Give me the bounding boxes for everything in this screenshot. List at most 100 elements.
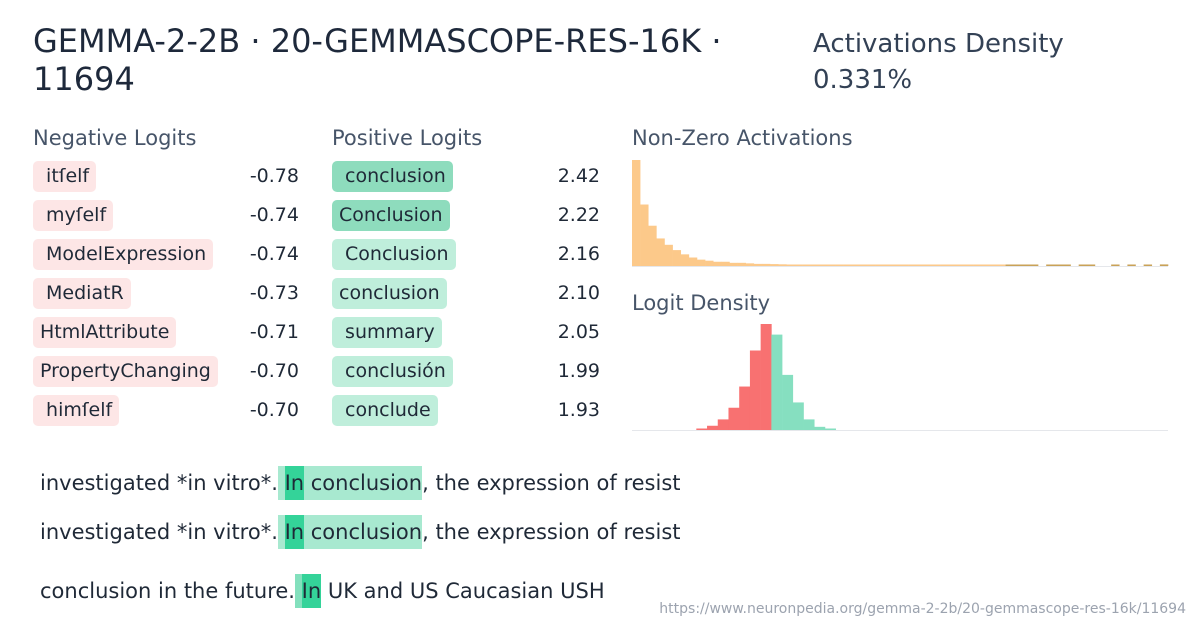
activation-histogram-bar (664, 244, 673, 266)
logit-density-bar (717, 419, 729, 430)
activation-histogram-bar (948, 264, 958, 266)
activation-histogram-bar (1062, 264, 1071, 266)
positive-logit-token: Conclusion (332, 200, 450, 231)
activation-histogram-bar (705, 260, 714, 266)
positive-logit-token: summary (332, 317, 442, 348)
logit-density-bar (707, 425, 719, 430)
logit-density-bar (782, 374, 794, 430)
activation-histogram-bar (867, 264, 876, 266)
activation-histogram-bar (981, 264, 990, 266)
negative-logit-token: myſelf (33, 200, 114, 231)
positive-logit-token: conclusion (332, 161, 453, 192)
activation-histogram-bar (891, 264, 901, 266)
activation-histogram-bar (924, 264, 933, 266)
activation-histogram-bar (940, 264, 950, 266)
activation-histogram-bar (932, 264, 941, 266)
negative-logit-token: itſelf (33, 161, 97, 192)
activation-histogram-bar (1127, 264, 1136, 266)
activation-histogram-bar (680, 254, 690, 266)
logit-density-bar (792, 402, 804, 430)
logit-density-bar (728, 407, 740, 430)
activation-histogram-bar (989, 264, 998, 266)
logit-density-bar (749, 350, 761, 430)
activation-histogram-bar (753, 263, 763, 266)
activation-histogram-bar (843, 264, 852, 266)
activation-histogram-bar (900, 264, 909, 266)
source-url[interactable]: https://www.neuronpedia.org/gemma-2-2b/2… (659, 601, 1186, 617)
logit-density-bar (814, 426, 826, 430)
example-text-before: investigated *in vitro*. (40, 471, 278, 495)
activation-histogram-bar (997, 264, 1006, 266)
logit-density-bar (739, 386, 751, 430)
negative-logit-token: PropertyChanging (33, 356, 218, 387)
negative-logit-row: MediatR -0.73 (33, 275, 303, 314)
activation-histogram-bar (648, 225, 657, 266)
negative-logit-token: himſelf (33, 395, 120, 426)
activation-histogram-bar (737, 262, 746, 266)
activation-histogram-bar (713, 261, 722, 266)
example-token-max: In (301, 574, 322, 608)
example-text-before: investigated *in vitro*. (40, 520, 278, 544)
nonzero-activations-histogram (632, 160, 1169, 267)
positive-logit-row: Conclusion 2.22 (332, 197, 602, 236)
activation-histogram-bar (1013, 264, 1023, 266)
activation-histogram-bar (916, 264, 925, 266)
activation-histogram-bar (761, 263, 771, 266)
negative-logits-title: Negative Logits (33, 126, 197, 150)
positive-logit-value: 1.93 (557, 399, 600, 421)
positive-logit-value: 1.99 (557, 360, 600, 382)
activation-histogram-bar (729, 262, 738, 266)
negative-logit-value: -0.70 (249, 360, 299, 382)
logit-density-bar (771, 334, 783, 430)
negative-logit-value: -0.78 (249, 165, 299, 187)
activation-histogram-bar (883, 264, 893, 266)
activation-histogram-bar (1159, 264, 1169, 266)
example-text-after: , the expression of resist (422, 471, 681, 495)
activation-histogram-bar (956, 264, 966, 266)
negative-logit-value: -0.73 (249, 282, 299, 304)
example-token (294, 574, 302, 608)
activation-histogram-bar (1078, 264, 1088, 266)
activation-histogram-bar (640, 204, 649, 266)
negative-logit-token: HtmlAttribute (33, 317, 177, 348)
example-text-after: UK and US Caucasian USH (321, 579, 605, 603)
activation-histogram-bar (1005, 264, 1014, 266)
activation-histogram-bar (973, 264, 982, 266)
positive-logit-row: Conclusion 2.16 (332, 236, 602, 275)
activation-histogram-bar (1021, 264, 1031, 266)
negative-logit-row: HtmlAttribute -0.71 (33, 314, 303, 353)
positive-logit-row: conclusion 2.10 (332, 275, 602, 314)
activation-histogram-bar (835, 264, 844, 266)
logit-density-histogram (632, 324, 1168, 431)
activation-histogram-bar (745, 263, 755, 266)
activation-histogram-bar (818, 264, 828, 266)
negative-logit-row: itſelf -0.78 (33, 158, 303, 197)
logit-density-bar (824, 428, 836, 430)
activation-histogram-bar (1086, 264, 1096, 266)
example-token-max: In (284, 466, 305, 500)
activation-histogram-bar (794, 264, 803, 266)
example-text-after: , the expression of resist (422, 520, 681, 544)
positive-logit-row: conclude 1.93 (332, 392, 602, 431)
positive-logit-row: summary 2.05 (332, 314, 602, 353)
positive-logit-token: Conclusion (332, 239, 456, 270)
example-token-max: In (284, 515, 305, 549)
nonzero-activations-title: Non-Zero Activations (632, 126, 853, 150)
activation-histogram-bar (721, 261, 730, 266)
activation-histogram-bar (1029, 264, 1039, 266)
activation-histogram-bar (859, 264, 868, 266)
activation-histogram-bar (770, 264, 779, 266)
activation-histogram-bar (632, 160, 641, 266)
page-title: GEMMA-2-2B · 20-GEMMASCOPE-RES-16K · 116… (33, 22, 722, 98)
example-token: conclusion (304, 466, 423, 500)
positive-logit-value: 2.42 (557, 165, 600, 187)
negative-logit-value: -0.74 (249, 243, 299, 265)
negative-logit-row: ModelExpression -0.74 (33, 236, 303, 275)
positive-logit-row: conclusion 2.42 (332, 158, 602, 197)
activation-histogram-bar (1111, 264, 1120, 266)
activation-histogram-bar (810, 264, 820, 266)
activation-histogram-bar (1054, 264, 1063, 266)
activation-histogram-bar (908, 264, 917, 266)
positive-logits-list: conclusion 2.42 Conclusion 2.22 Conclusi… (332, 158, 602, 431)
negative-logit-row: PropertyChanging -0.70 (33, 353, 303, 392)
